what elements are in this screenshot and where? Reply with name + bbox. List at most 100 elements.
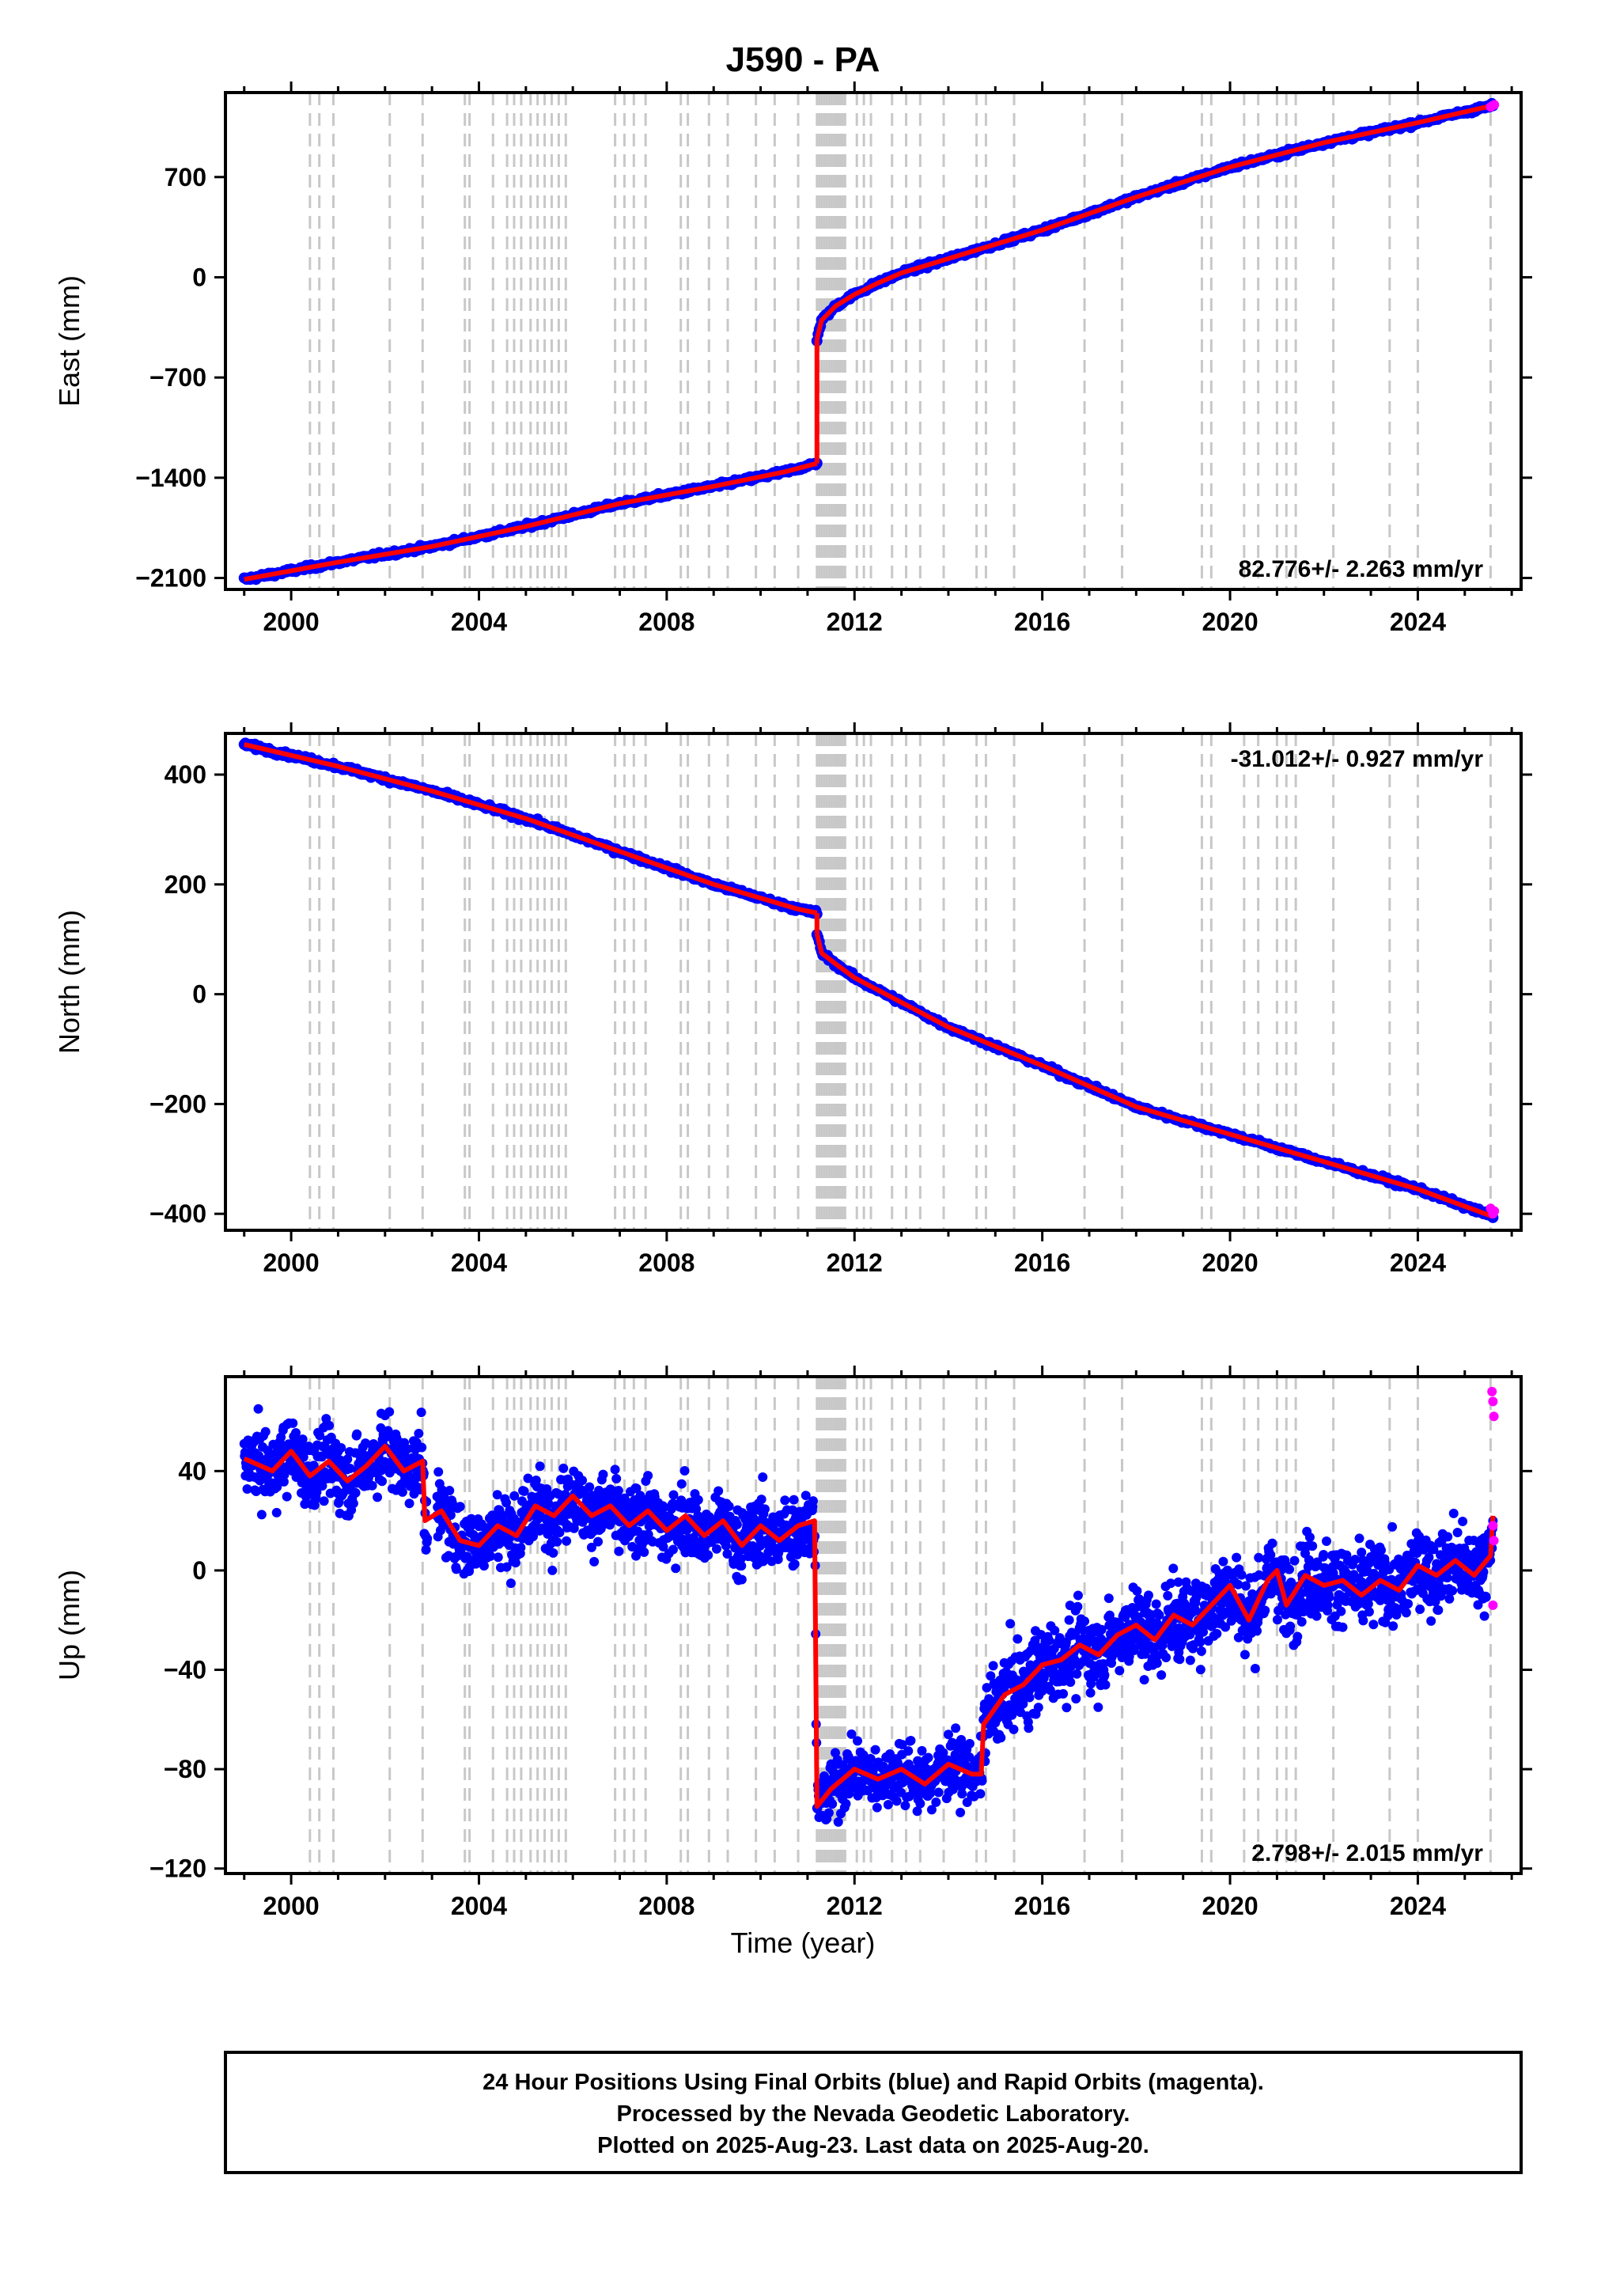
data-point — [833, 1817, 843, 1827]
data-point — [759, 1504, 770, 1514]
data-point — [577, 1476, 588, 1486]
data-point — [823, 1808, 834, 1818]
data-point — [1045, 1685, 1055, 1695]
x-tick-label: 2000 — [263, 1248, 319, 1277]
data-point — [510, 1558, 520, 1568]
data-point — [693, 1495, 703, 1505]
data-point — [957, 1789, 967, 1799]
data-point — [988, 1661, 998, 1671]
data-point — [658, 1542, 668, 1552]
data-point — [1166, 1578, 1176, 1589]
data-point — [613, 1486, 623, 1496]
data-point — [1232, 1552, 1242, 1563]
data-point — [1012, 1634, 1023, 1644]
data-point — [523, 1473, 533, 1483]
data-point — [703, 1550, 713, 1560]
data-point — [668, 1544, 678, 1555]
data-point — [1260, 1605, 1270, 1616]
data-point — [1289, 1555, 1300, 1566]
data-point — [827, 1799, 838, 1809]
data-point — [1236, 1570, 1247, 1580]
data-point — [586, 1542, 596, 1552]
data-point — [1050, 1625, 1060, 1635]
x-tick-label: 2000 — [263, 608, 319, 636]
data-point — [535, 1461, 545, 1472]
data-point — [938, 1748, 948, 1758]
data-point — [384, 1407, 395, 1417]
data-point — [1233, 1632, 1243, 1642]
data-point — [1175, 1654, 1185, 1665]
data-point — [548, 1548, 558, 1558]
north-y-axis-label: North (mm) — [53, 910, 85, 1054]
data-point — [1304, 1555, 1314, 1565]
data-point — [317, 1481, 327, 1491]
data-point — [479, 1561, 489, 1571]
data-point — [732, 1519, 742, 1529]
data-point — [336, 1442, 346, 1453]
data-point — [1073, 1590, 1083, 1601]
data-point — [562, 1536, 572, 1546]
data-point — [1009, 1724, 1019, 1734]
data-point — [560, 1490, 570, 1500]
data-point — [1129, 1646, 1139, 1656]
data-point — [451, 1564, 461, 1574]
data-point — [552, 1536, 562, 1547]
data-point — [943, 1730, 953, 1740]
north-final-orbit-points — [238, 737, 1499, 1223]
data-point — [242, 1484, 252, 1495]
data-point — [1266, 1550, 1276, 1560]
model-line — [814, 103, 1494, 340]
data-point — [1250, 1663, 1260, 1673]
data-point — [1080, 1616, 1090, 1627]
data-point — [486, 1551, 496, 1561]
data-point — [1303, 1562, 1313, 1572]
data-point — [1152, 1658, 1162, 1669]
up-panel: 2000 2004 2008 2012 2016 2020 2024400−40−80−12… — [53, 1366, 1532, 1920]
north-plot-area — [238, 737, 1500, 1223]
data-point — [841, 1798, 851, 1809]
data-point — [948, 1784, 958, 1794]
model-line — [244, 460, 818, 582]
data-point — [736, 1574, 747, 1585]
data-point — [421, 1544, 431, 1555]
data-point — [1033, 1703, 1043, 1713]
data-point — [509, 1491, 520, 1501]
data-point — [1163, 1590, 1173, 1601]
data-point — [903, 1746, 914, 1756]
data-point — [1161, 1652, 1171, 1662]
x-tick-label: 2012 — [827, 1248, 883, 1277]
data-point — [891, 1796, 902, 1806]
data-point — [319, 1496, 329, 1506]
data-point — [1143, 1590, 1153, 1601]
data-point — [736, 1554, 746, 1564]
data-point — [975, 1789, 986, 1799]
data-point — [679, 1465, 690, 1476]
data-point — [1154, 1610, 1164, 1620]
data-point — [1044, 1635, 1054, 1646]
up-plot-area — [239, 1386, 1499, 1827]
data-point — [912, 1806, 922, 1817]
data-point — [1185, 1655, 1195, 1665]
model-line — [814, 933, 1494, 1219]
data-point — [437, 1485, 448, 1495]
data-point — [1241, 1581, 1251, 1591]
data-point — [1252, 1626, 1262, 1636]
data-point — [614, 1546, 624, 1556]
data-point — [1024, 1723, 1034, 1733]
data-point — [611, 1474, 622, 1484]
data-point — [260, 1426, 271, 1437]
data-point — [931, 1797, 941, 1807]
y-tick-label: 400 — [165, 760, 206, 789]
y-tick-label: −200 — [150, 1089, 206, 1118]
north-panel: 2000 2004 2008 2012 2016 2020 20244002000−200−… — [53, 722, 1532, 1277]
data-point — [416, 1408, 426, 1418]
data-point — [1195, 1665, 1205, 1675]
data-point — [501, 1498, 512, 1508]
data-point — [643, 1471, 653, 1481]
data-point — [253, 1404, 263, 1414]
data-point — [1073, 1601, 1083, 1612]
y-tick-label: 700 — [165, 163, 206, 191]
data-point — [923, 1752, 933, 1763]
data-point — [315, 1430, 325, 1441]
rapid-point — [1489, 1206, 1500, 1216]
